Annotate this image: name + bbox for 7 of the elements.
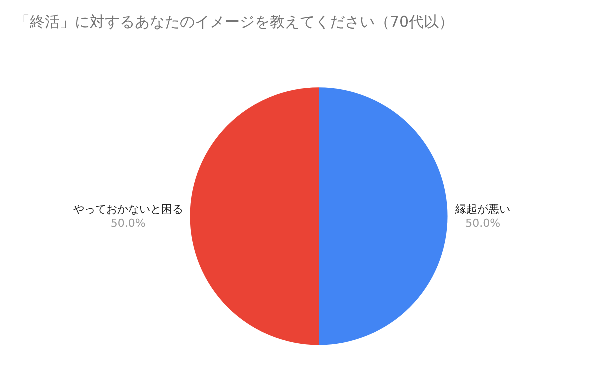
slice-label: やっておかないと困る [73,202,184,216]
data-label: 50.0% [466,217,501,230]
pie-slice [190,88,319,346]
data-label: 50.0% [110,217,146,230]
slice-label: 縁起が悪い [454,202,511,216]
chart-title: 「終活」に対するあなたのイメージを教えてください（70代以） [15,13,454,32]
pie-slice [319,88,448,346]
